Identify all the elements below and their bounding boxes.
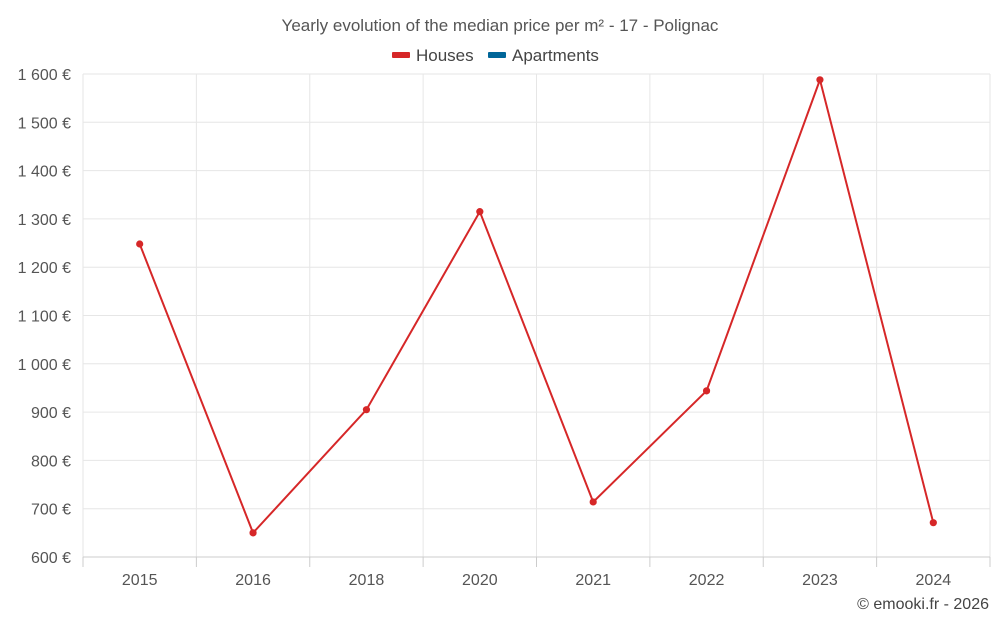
- data-point-houses[interactable]: [816, 76, 824, 84]
- data-point-houses[interactable]: [476, 208, 484, 216]
- legend-label-houses: Houses: [416, 46, 474, 65]
- y-tick-label: 1 100 €: [18, 309, 71, 326]
- y-tick-label: 1 300 €: [18, 212, 71, 229]
- x-tick-label: 2022: [689, 572, 725, 589]
- grid: [82, 73, 991, 557]
- y-tick-label: 1 000 €: [18, 357, 71, 374]
- y-tick-label: 1 400 €: [18, 164, 71, 181]
- y-tick-label: 900 €: [31, 405, 71, 422]
- x-axis: 2015 2016 2018 2020 2021 2022 2023 2024: [82, 556, 991, 589]
- series-layer: [136, 76, 937, 537]
- data-point-houses[interactable]: [702, 387, 711, 395]
- y-tick-label: 1 200 €: [18, 260, 71, 277]
- data-point-houses[interactable]: [929, 519, 937, 527]
- x-tick-label: 2018: [349, 572, 385, 589]
- credit-text: © emooki.fr - 2026: [857, 596, 989, 613]
- y-tick-label: 1 600 €: [18, 67, 71, 84]
- legend-swatch-apartments: [488, 52, 506, 58]
- data-point-houses[interactable]: [589, 498, 597, 506]
- x-tick-label: 2024: [916, 572, 952, 589]
- x-tick-label: 2015: [122, 572, 158, 589]
- legend-item-apartments[interactable]: Apartments: [488, 46, 599, 65]
- series-line-houses: [138, 76, 935, 535]
- x-tick-label: 2023: [802, 572, 838, 589]
- legend-swatch-houses: [392, 52, 410, 58]
- legend: Houses Apartments: [392, 46, 599, 65]
- y-tick-label: 600 €: [31, 550, 71, 567]
- data-point-houses[interactable]: [136, 240, 144, 248]
- data-point-houses[interactable]: [249, 529, 257, 537]
- y-tick-label: 700 €: [31, 502, 71, 519]
- data-point-houses[interactable]: [362, 406, 371, 414]
- y-tick-label: 800 €: [31, 453, 71, 470]
- legend-label-apartments: Apartments: [512, 46, 599, 65]
- y-tick-label: 1 500 €: [18, 115, 71, 132]
- chart-title: Yearly evolution of the median price per…: [282, 16, 719, 35]
- legend-item-houses[interactable]: Houses: [392, 46, 474, 65]
- x-tick-label: 2021: [575, 572, 611, 589]
- x-tick-label: 2016: [235, 572, 271, 589]
- x-tick-label: 2020: [462, 572, 498, 589]
- y-axis: 600 € 700 € 800 € 900 € 1 000 € 1 100 € 1 200 …: [18, 67, 71, 567]
